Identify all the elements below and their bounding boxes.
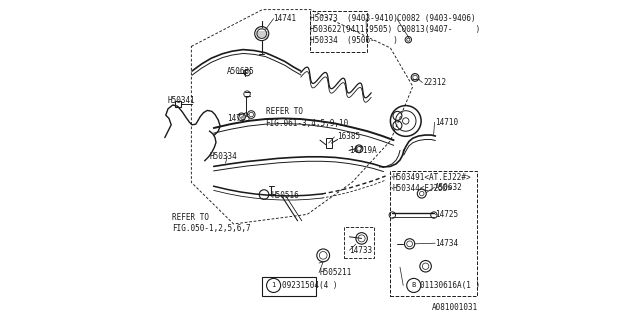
Text: 22312: 22312 bbox=[423, 78, 446, 87]
Text: H505211: H505211 bbox=[319, 268, 351, 277]
Text: C0082 (9403-9406): C0082 (9403-9406) bbox=[397, 14, 476, 23]
Bar bbox=[262, 277, 316, 296]
Text: 16385: 16385 bbox=[338, 132, 361, 141]
Text: H503622(9411-9505): H503622(9411-9505) bbox=[310, 25, 393, 34]
Text: 14725: 14725 bbox=[435, 210, 458, 219]
Text: 09231504(4 ): 09231504(4 ) bbox=[282, 281, 338, 290]
Text: H50516: H50516 bbox=[271, 191, 299, 200]
Text: H50341: H50341 bbox=[167, 96, 195, 105]
Text: A50635: A50635 bbox=[227, 68, 255, 76]
Text: C00813(9407-     ): C00813(9407- ) bbox=[397, 25, 480, 34]
Bar bbox=[310, 11, 367, 52]
Bar bbox=[175, 101, 181, 107]
Text: H50334: H50334 bbox=[210, 152, 237, 161]
Text: REFER TO: REFER TO bbox=[172, 213, 209, 222]
Text: REFER TO: REFER TO bbox=[266, 108, 303, 116]
Text: H50334  (9506-    ): H50334 (9506- ) bbox=[310, 36, 397, 45]
Text: 14741: 14741 bbox=[274, 14, 297, 23]
Text: H50344<EJ25D>: H50344<EJ25D> bbox=[393, 184, 453, 193]
Text: A50632: A50632 bbox=[435, 183, 463, 192]
Text: 14733: 14733 bbox=[349, 246, 372, 255]
Text: 14719A: 14719A bbox=[349, 146, 376, 155]
Text: FIG.050-1,2,5,6,7: FIG.050-1,2,5,6,7 bbox=[172, 224, 251, 233]
Text: 1: 1 bbox=[271, 283, 276, 288]
Text: FIG.061-3,4,5,9,10: FIG.061-3,4,5,9,10 bbox=[266, 119, 349, 128]
Bar bbox=[344, 227, 374, 258]
Text: B: B bbox=[412, 283, 416, 288]
Text: 14745: 14745 bbox=[227, 114, 250, 123]
Text: 14734: 14734 bbox=[435, 239, 458, 248]
Text: H50373  (9403-9410): H50373 (9403-9410) bbox=[310, 14, 397, 23]
Text: H503491<AT.EJ22#>: H503491<AT.EJ22#> bbox=[393, 173, 472, 182]
Bar bbox=[326, 138, 332, 148]
Text: 01130616A(1 ): 01130616A(1 ) bbox=[420, 281, 480, 290]
Bar bbox=[390, 171, 477, 296]
Text: A081001031: A081001031 bbox=[432, 303, 479, 312]
Text: 14710: 14710 bbox=[435, 118, 458, 127]
